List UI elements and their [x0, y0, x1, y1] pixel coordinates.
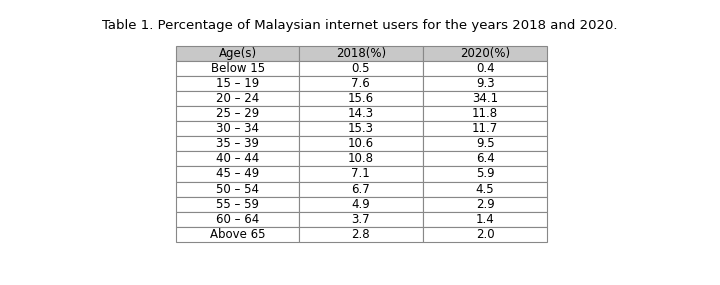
Text: 5.9: 5.9 [476, 168, 495, 180]
Text: 7.6: 7.6 [351, 77, 370, 90]
Text: 11.8: 11.8 [472, 107, 498, 120]
Text: Below 15: Below 15 [210, 62, 265, 75]
Text: 3.7: 3.7 [351, 213, 370, 226]
Text: 50 – 54: 50 – 54 [216, 183, 259, 196]
Text: 15.6: 15.6 [348, 92, 374, 105]
Text: 14.3: 14.3 [348, 107, 374, 120]
Text: 45 – 49: 45 – 49 [216, 168, 259, 180]
Text: 11.7: 11.7 [472, 122, 498, 135]
Text: 55 – 59: 55 – 59 [216, 198, 259, 211]
Text: Above 65: Above 65 [210, 228, 266, 241]
Text: 2.8: 2.8 [351, 228, 370, 241]
Text: 2.9: 2.9 [476, 198, 495, 211]
Text: 10.8: 10.8 [348, 152, 374, 165]
Text: 2.0: 2.0 [476, 228, 495, 241]
Text: 15.3: 15.3 [348, 122, 374, 135]
Text: 40 – 44: 40 – 44 [216, 152, 259, 165]
Text: 4.5: 4.5 [476, 183, 495, 196]
Text: 2020(%): 2020(%) [460, 47, 510, 60]
Text: 0.4: 0.4 [476, 62, 495, 75]
Text: 15 – 19: 15 – 19 [216, 77, 259, 90]
Text: 7.1: 7.1 [351, 168, 370, 180]
Text: 4.9: 4.9 [351, 198, 370, 211]
Text: 10.6: 10.6 [348, 137, 374, 150]
Text: 9.5: 9.5 [476, 137, 495, 150]
Text: 34.1: 34.1 [472, 92, 498, 105]
Text: 30 – 34: 30 – 34 [216, 122, 259, 135]
Text: 1.4: 1.4 [476, 213, 495, 226]
Text: 0.5: 0.5 [351, 62, 370, 75]
Text: Age(s): Age(s) [218, 47, 256, 60]
Text: Table 1. Percentage of Malaysian internet users for the years 2018 and 2020.: Table 1. Percentage of Malaysian interne… [102, 19, 618, 32]
Text: 20 – 24: 20 – 24 [216, 92, 259, 105]
Text: 6.4: 6.4 [476, 152, 495, 165]
Text: 2018(%): 2018(%) [336, 47, 386, 60]
Text: 60 – 64: 60 – 64 [216, 213, 259, 226]
Text: 35 – 39: 35 – 39 [216, 137, 259, 150]
Text: 25 – 29: 25 – 29 [216, 107, 259, 120]
Text: 9.3: 9.3 [476, 77, 495, 90]
Text: 6.7: 6.7 [351, 183, 370, 196]
